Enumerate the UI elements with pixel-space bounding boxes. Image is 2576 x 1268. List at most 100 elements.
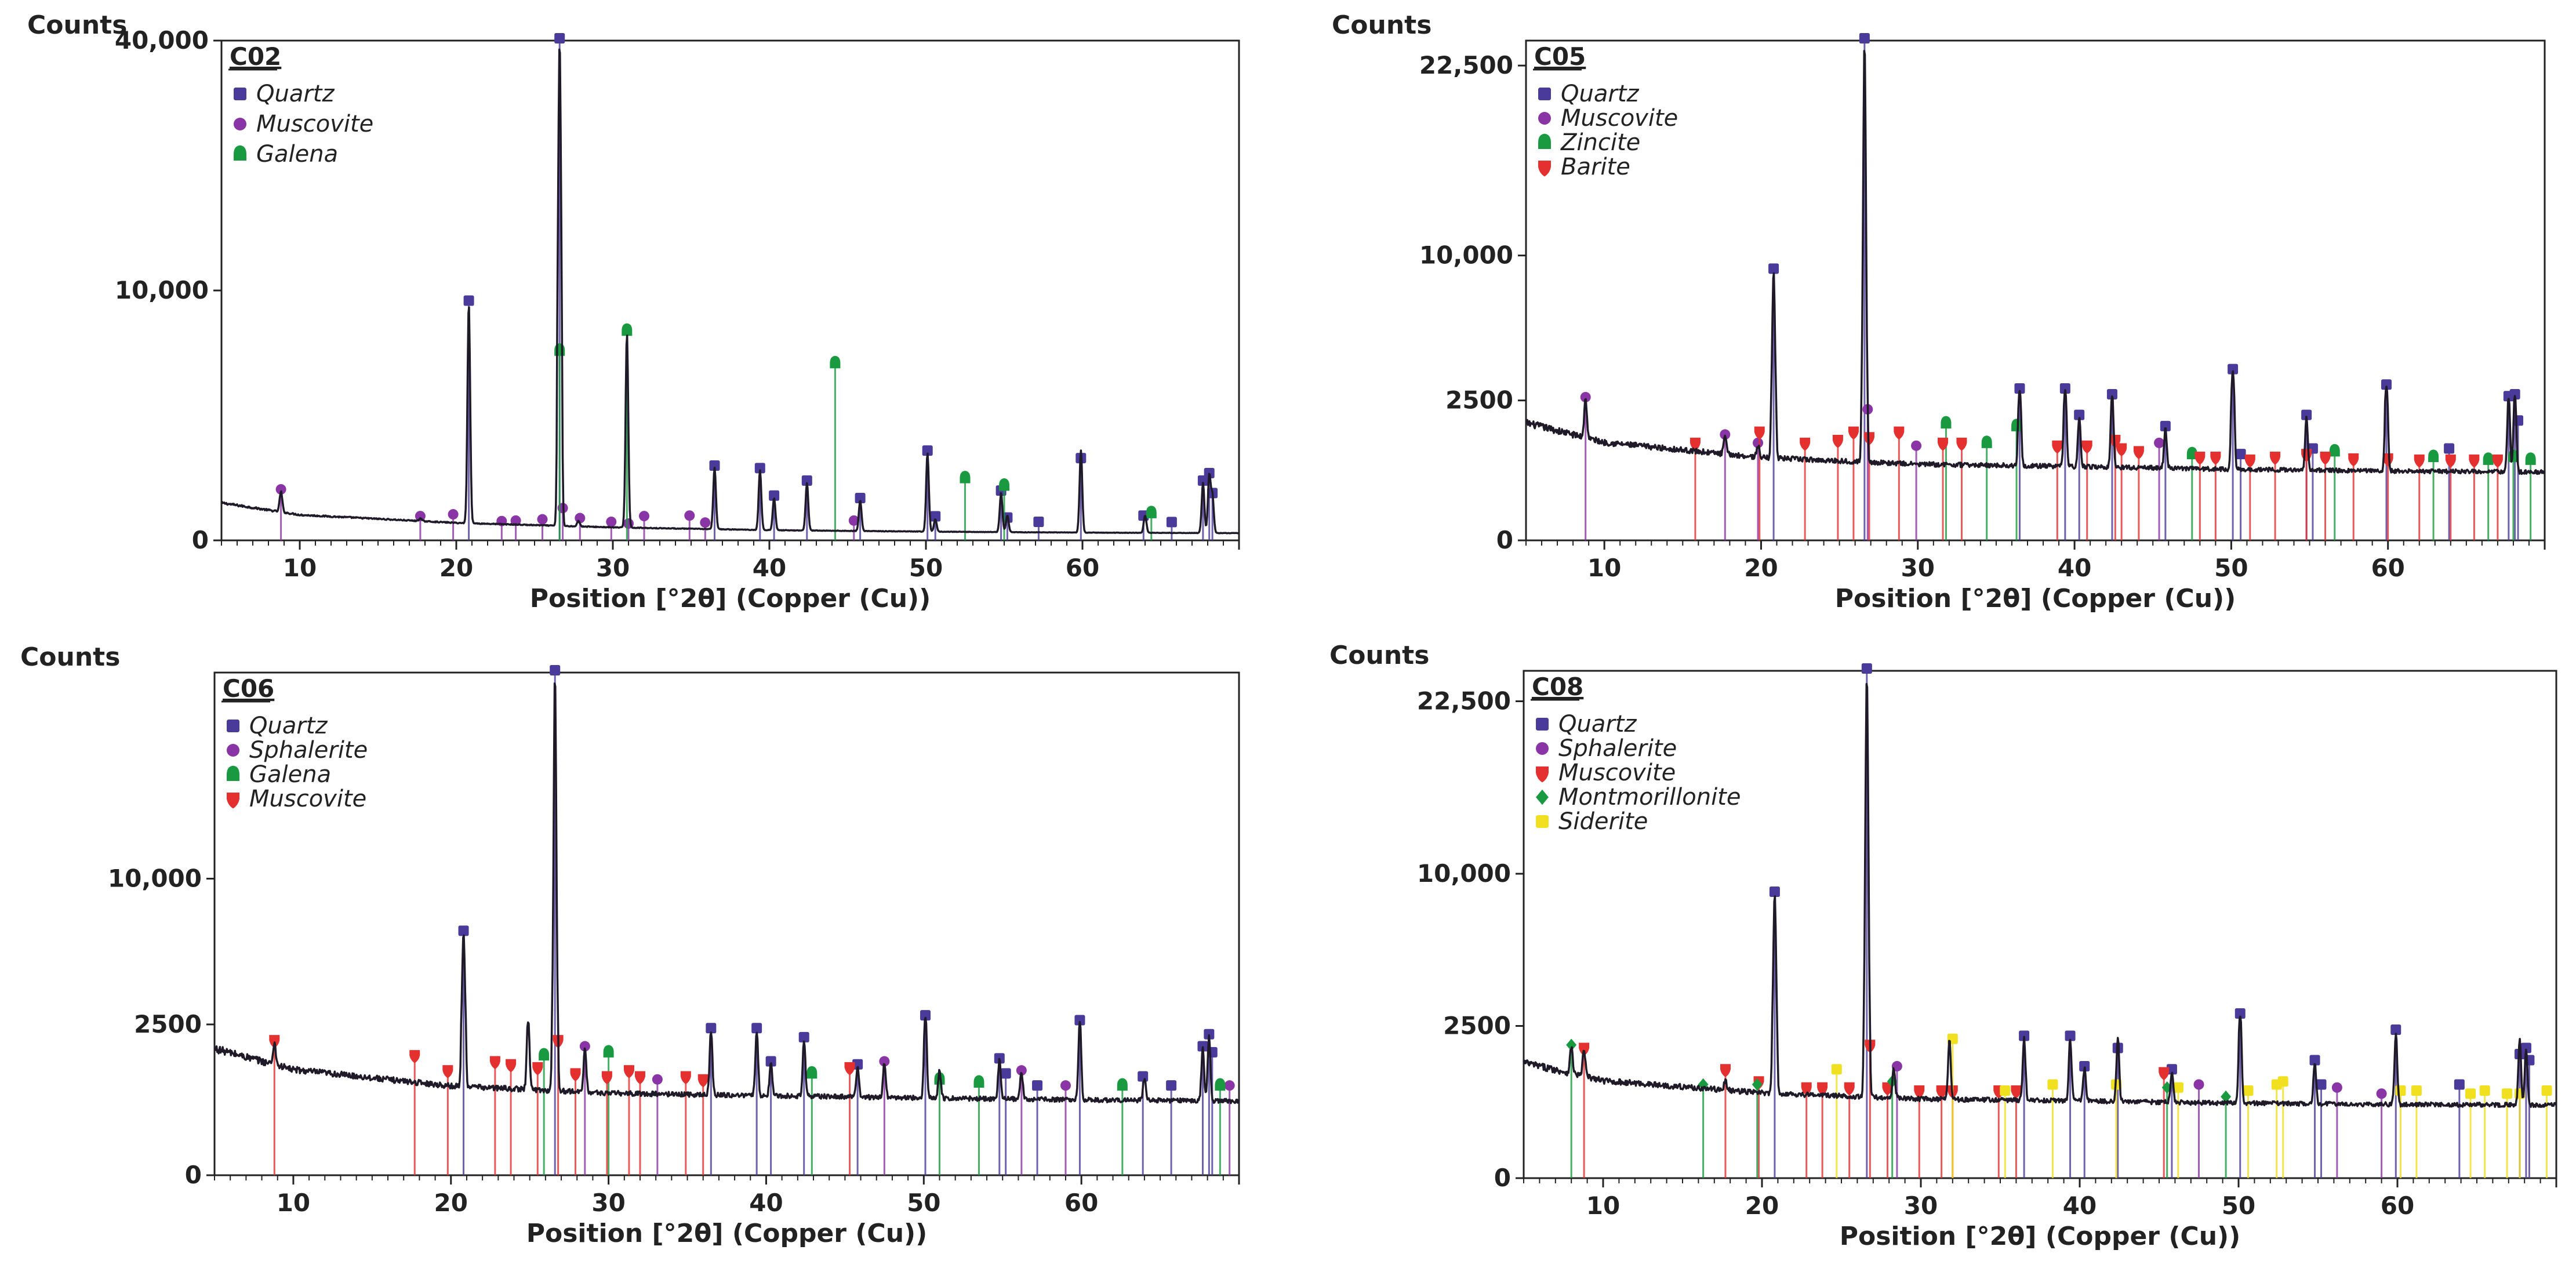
x-tick-label: 20: [1745, 1191, 1779, 1220]
reference-marker: [830, 355, 841, 369]
y-tick-label: 40,000: [115, 26, 209, 55]
reference-marker: [2244, 454, 2255, 468]
reference-marker: [2106, 388, 2117, 399]
reference-marker: [930, 511, 941, 522]
reference-marker: [2331, 1082, 2342, 1093]
x-tick-label: 10: [277, 1189, 310, 1217]
panel-label-bg: [219, 675, 277, 703]
y-tick-label: 10,000: [1419, 241, 1513, 270]
reference-marker: [2483, 452, 2494, 465]
y-axis-title: Counts: [27, 10, 127, 40]
x-tick-label: 20: [1744, 554, 1778, 582]
reference-marker: [922, 445, 933, 456]
reference-marker: [1832, 435, 1843, 448]
reference-marker: [2000, 1085, 2011, 1096]
reference-marker: [2074, 409, 2085, 420]
reference-marker: [2428, 449, 2439, 463]
x-tick-label: 40: [2058, 554, 2091, 582]
reference-marker: [2059, 383, 2070, 394]
legend-marker: [227, 793, 239, 809]
panel-label-bg: [1528, 673, 1586, 701]
diffraction-trace: [220, 48, 1240, 535]
reference-marker: [634, 1071, 645, 1085]
reference-marker: [489, 1056, 500, 1070]
reference-marker: [1580, 391, 1591, 402]
reference-marker: [442, 1065, 453, 1078]
legend-entry: Zincite: [1560, 129, 1640, 156]
x-tick-label: 60: [1066, 554, 1099, 582]
reference-marker: [2465, 1088, 2476, 1099]
reference-marker: [1861, 663, 1872, 674]
reference-marker: [1859, 33, 1870, 43]
reference-marker: [532, 1062, 543, 1076]
panel-label-bg: [1531, 43, 1589, 71]
legend-marker: [1536, 766, 1549, 783]
reference-marker: [2193, 1079, 2204, 1090]
chart-c05: Counts 0 2500 10,000 22,500 10 20 30 40 50 60 Posit…: [1332, 10, 2546, 613]
legend-marker: [1536, 789, 1549, 805]
reference-series-barite: [1690, 426, 2503, 540]
reference-marker: [639, 511, 649, 522]
x-tick-label: 50: [2214, 554, 2248, 582]
reference-marker: [2159, 1067, 2170, 1080]
reference-marker: [554, 33, 565, 43]
reference-marker: [2011, 1085, 2022, 1099]
legend-entry-bg: [1528, 809, 1714, 833]
x-tick-label: 30: [1901, 554, 1935, 582]
x-tick-label: 50: [2222, 1191, 2255, 1220]
reference-marker: [1720, 1064, 1731, 1077]
y-axis-title: Counts: [1329, 641, 1429, 670]
reference-marker: [2309, 1055, 2320, 1066]
reference-marker: [844, 1062, 855, 1076]
reference-marker: [1720, 429, 1731, 440]
legend-entry: Galena: [249, 761, 331, 788]
reference-marker: [2469, 454, 2480, 468]
reference-marker: [1941, 416, 1952, 429]
x-tick-label: 30: [591, 1189, 625, 1217]
reference-marker: [1060, 1080, 1071, 1091]
reference-marker: [409, 1050, 420, 1063]
reference-marker: [570, 1068, 581, 1081]
reference-marker: [1224, 1080, 1235, 1091]
reference-marker: [2445, 454, 2456, 468]
reference-marker: [973, 1075, 984, 1088]
reference-marker: [601, 1071, 612, 1085]
reference-marker: [706, 1023, 717, 1034]
reference-marker: [2277, 1076, 2288, 1087]
reference-marker: [709, 460, 720, 471]
reference-marker: [2052, 440, 2063, 454]
panel-label-bg: [226, 43, 284, 71]
diffraction-trace: [213, 682, 1240, 1104]
y-tick-label: 22,500: [1419, 51, 1513, 79]
reference-marker: [960, 470, 971, 484]
legend-entry-bg: [219, 762, 405, 786]
reference-marker: [2270, 452, 2281, 465]
reference-marker: [1074, 1015, 1085, 1026]
reference-marker: [2348, 453, 2359, 467]
reference-marker: [765, 1056, 776, 1067]
reference-marker: [623, 1065, 634, 1078]
reference-marker: [2376, 1088, 2387, 1099]
reference-marker: [2019, 1030, 2030, 1041]
x-tick-label: 20: [439, 554, 473, 582]
reference-marker: [1146, 506, 1157, 518]
legend-entry: Galena: [256, 141, 338, 168]
reference-series-sphalerite: [1891, 1061, 2387, 1178]
legend-entry: Quartz: [256, 81, 335, 107]
reference-marker: [2166, 1064, 2177, 1075]
legend-marker: [234, 145, 246, 161]
legend-entry-bg: [219, 786, 405, 811]
reference-marker: [1138, 1071, 1149, 1082]
reference-marker: [2079, 1061, 2090, 1071]
legend-entry: Montmorillonite: [1558, 784, 1741, 811]
reference-marker: [680, 1071, 691, 1085]
reference-marker: [2011, 419, 2022, 431]
x-axis-title: Position [°2θ] (Copper (Cu)): [530, 584, 931, 613]
reference-marker: [1000, 1068, 1011, 1079]
legend-entry-bg: [219, 713, 405, 737]
reference-series-quartz: [463, 33, 1218, 540]
reference-marker: [2210, 452, 2221, 465]
x-tick-label: 30: [1904, 1191, 1938, 1220]
y-tick-label: 0: [1494, 1164, 1511, 1192]
